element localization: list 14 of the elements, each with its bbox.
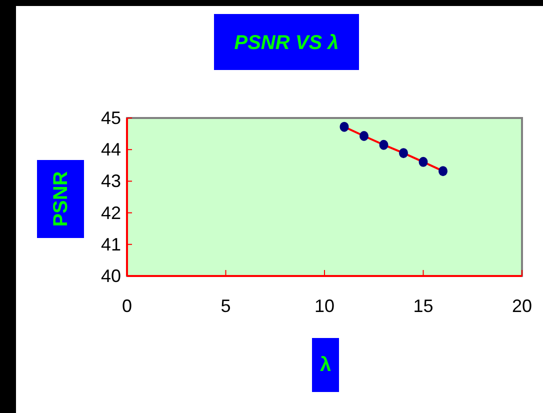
y-tick-label: 44 bbox=[100, 140, 122, 160]
y-tick-label: 40 bbox=[100, 266, 122, 286]
y-tick-label: 42 bbox=[100, 202, 122, 223]
y-tick-label: 41 bbox=[100, 234, 122, 254]
y-axis-title: PSNR bbox=[50, 170, 72, 227]
x-tick-label: 20 bbox=[512, 296, 532, 316]
y-tick-label: 45 bbox=[100, 108, 122, 128]
x-tick-label: 5 bbox=[220, 296, 231, 316]
x-tick-label: 0 bbox=[122, 296, 132, 316]
x-axis-title: λ bbox=[320, 354, 332, 376]
chart-title: PSNR VS λ bbox=[234, 32, 339, 54]
x-tick-label: 15 bbox=[413, 296, 434, 316]
y-tick-label: 43 bbox=[100, 171, 122, 192]
x-tick-label: 10 bbox=[314, 296, 335, 316]
